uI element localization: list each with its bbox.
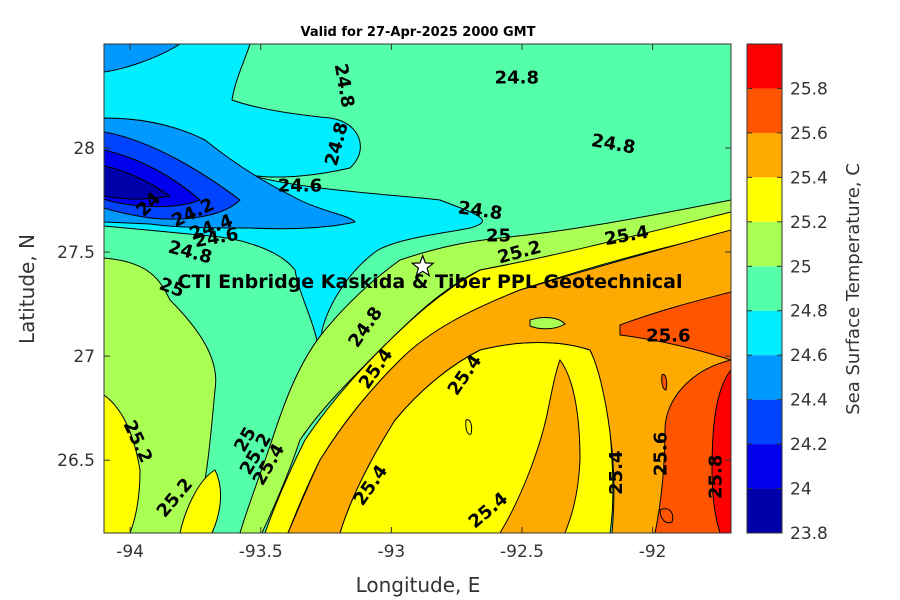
colorbar-swatch bbox=[747, 132, 782, 178]
band-24-4 bbox=[104, 44, 181, 73]
x-tick-label: -92.5 bbox=[500, 542, 544, 562]
colorbar-swatch bbox=[747, 444, 782, 489]
band-25-8 bbox=[711, 369, 731, 533]
band-25-2 bbox=[104, 394, 141, 533]
colorbar-swatch bbox=[747, 488, 782, 533]
colorbar-tick-label: 24.6 bbox=[790, 346, 828, 366]
contour-map bbox=[104, 44, 731, 533]
y-tick-label: 27 bbox=[73, 347, 95, 367]
colorbar-swatch bbox=[747, 221, 782, 267]
colorbar-tick-label: 25.6 bbox=[790, 124, 828, 144]
x-tick-label: -92 bbox=[639, 542, 667, 562]
colorbar-swatch bbox=[747, 88, 782, 133]
band-25-4b bbox=[499, 358, 581, 533]
contour-label: 25.8 bbox=[705, 455, 726, 499]
colorbar-swatch bbox=[747, 266, 782, 311]
contour-label: 24.8 bbox=[495, 67, 539, 88]
island-3 bbox=[659, 508, 674, 524]
contour-label: 25.4 bbox=[606, 450, 627, 494]
y-tick-label: 26.5 bbox=[57, 451, 95, 471]
x-axis-label: Longitude, E bbox=[356, 573, 481, 597]
colorbar-tick-label: 24.8 bbox=[790, 302, 828, 322]
island-2 bbox=[465, 419, 473, 435]
band-25-4 bbox=[287, 229, 731, 533]
site-star-icon bbox=[410, 253, 435, 278]
y-axis-ticks: 26.5 27 27.5 28 bbox=[57, 139, 731, 471]
island-1 bbox=[529, 316, 566, 330]
x-tick-label: -94 bbox=[116, 542, 144, 562]
chart-title: Valid for 27-Apr-2025 2000 GMT bbox=[301, 25, 536, 40]
colorbar-tick-label: 25.8 bbox=[790, 79, 828, 99]
contour-label: 25 bbox=[486, 225, 511, 246]
band-25-2b bbox=[179, 469, 221, 533]
x-tick-label: -93 bbox=[377, 542, 405, 562]
colorbar-swatch bbox=[747, 177, 782, 222]
contour-label: 25.6 bbox=[650, 432, 671, 476]
colorbar-tick-label: 23.8 bbox=[790, 524, 828, 544]
colorbar: 23.8 24 24.2 24.4 24.6 24.8 25 25.2 25.4 25.6 25.8 bbox=[746, 43, 828, 544]
colorbar-tick-label: 24.2 bbox=[790, 435, 828, 455]
y-tick-label: 28 bbox=[73, 139, 95, 159]
colorbar-tick-label: 25 bbox=[790, 257, 812, 277]
band-25-6 bbox=[619, 291, 731, 533]
colorbar-tick-label: 25.2 bbox=[790, 213, 828, 233]
colorbar-swatch bbox=[747, 44, 782, 89]
contour-label: 25.6 bbox=[646, 325, 690, 346]
colorbar-swatch bbox=[747, 355, 782, 400]
x-axis-ticks: -94 -93.5 -93 -92.5 -92 bbox=[116, 44, 667, 562]
island-4 bbox=[661, 373, 668, 391]
plot-frame bbox=[103, 43, 732, 534]
colorbar-swatch bbox=[747, 399, 782, 445]
colorbar-swatch bbox=[747, 310, 782, 356]
colorbar-tick-label: 24 bbox=[790, 480, 812, 500]
y-tick-label: 27.5 bbox=[57, 243, 95, 263]
y-axis-label: Latitude, N bbox=[15, 234, 39, 344]
colorbar-tick-label: 25.4 bbox=[790, 168, 828, 188]
site-label: CTI Enbridge Kaskida & Tiber PPL Geotech… bbox=[178, 271, 683, 293]
colorbar-frame bbox=[746, 43, 783, 534]
band-23-8 bbox=[104, 165, 172, 200]
colorbar-label: Sea Surface Temperature, C bbox=[843, 163, 864, 415]
contour-label: 24.6 bbox=[278, 175, 322, 196]
x-tick-label: -93.5 bbox=[239, 542, 283, 562]
site-layer: CTI Enbridge Kaskida & Tiber PPL Geotech… bbox=[178, 253, 683, 293]
colorbar-tick-label: 24.4 bbox=[790, 391, 828, 411]
